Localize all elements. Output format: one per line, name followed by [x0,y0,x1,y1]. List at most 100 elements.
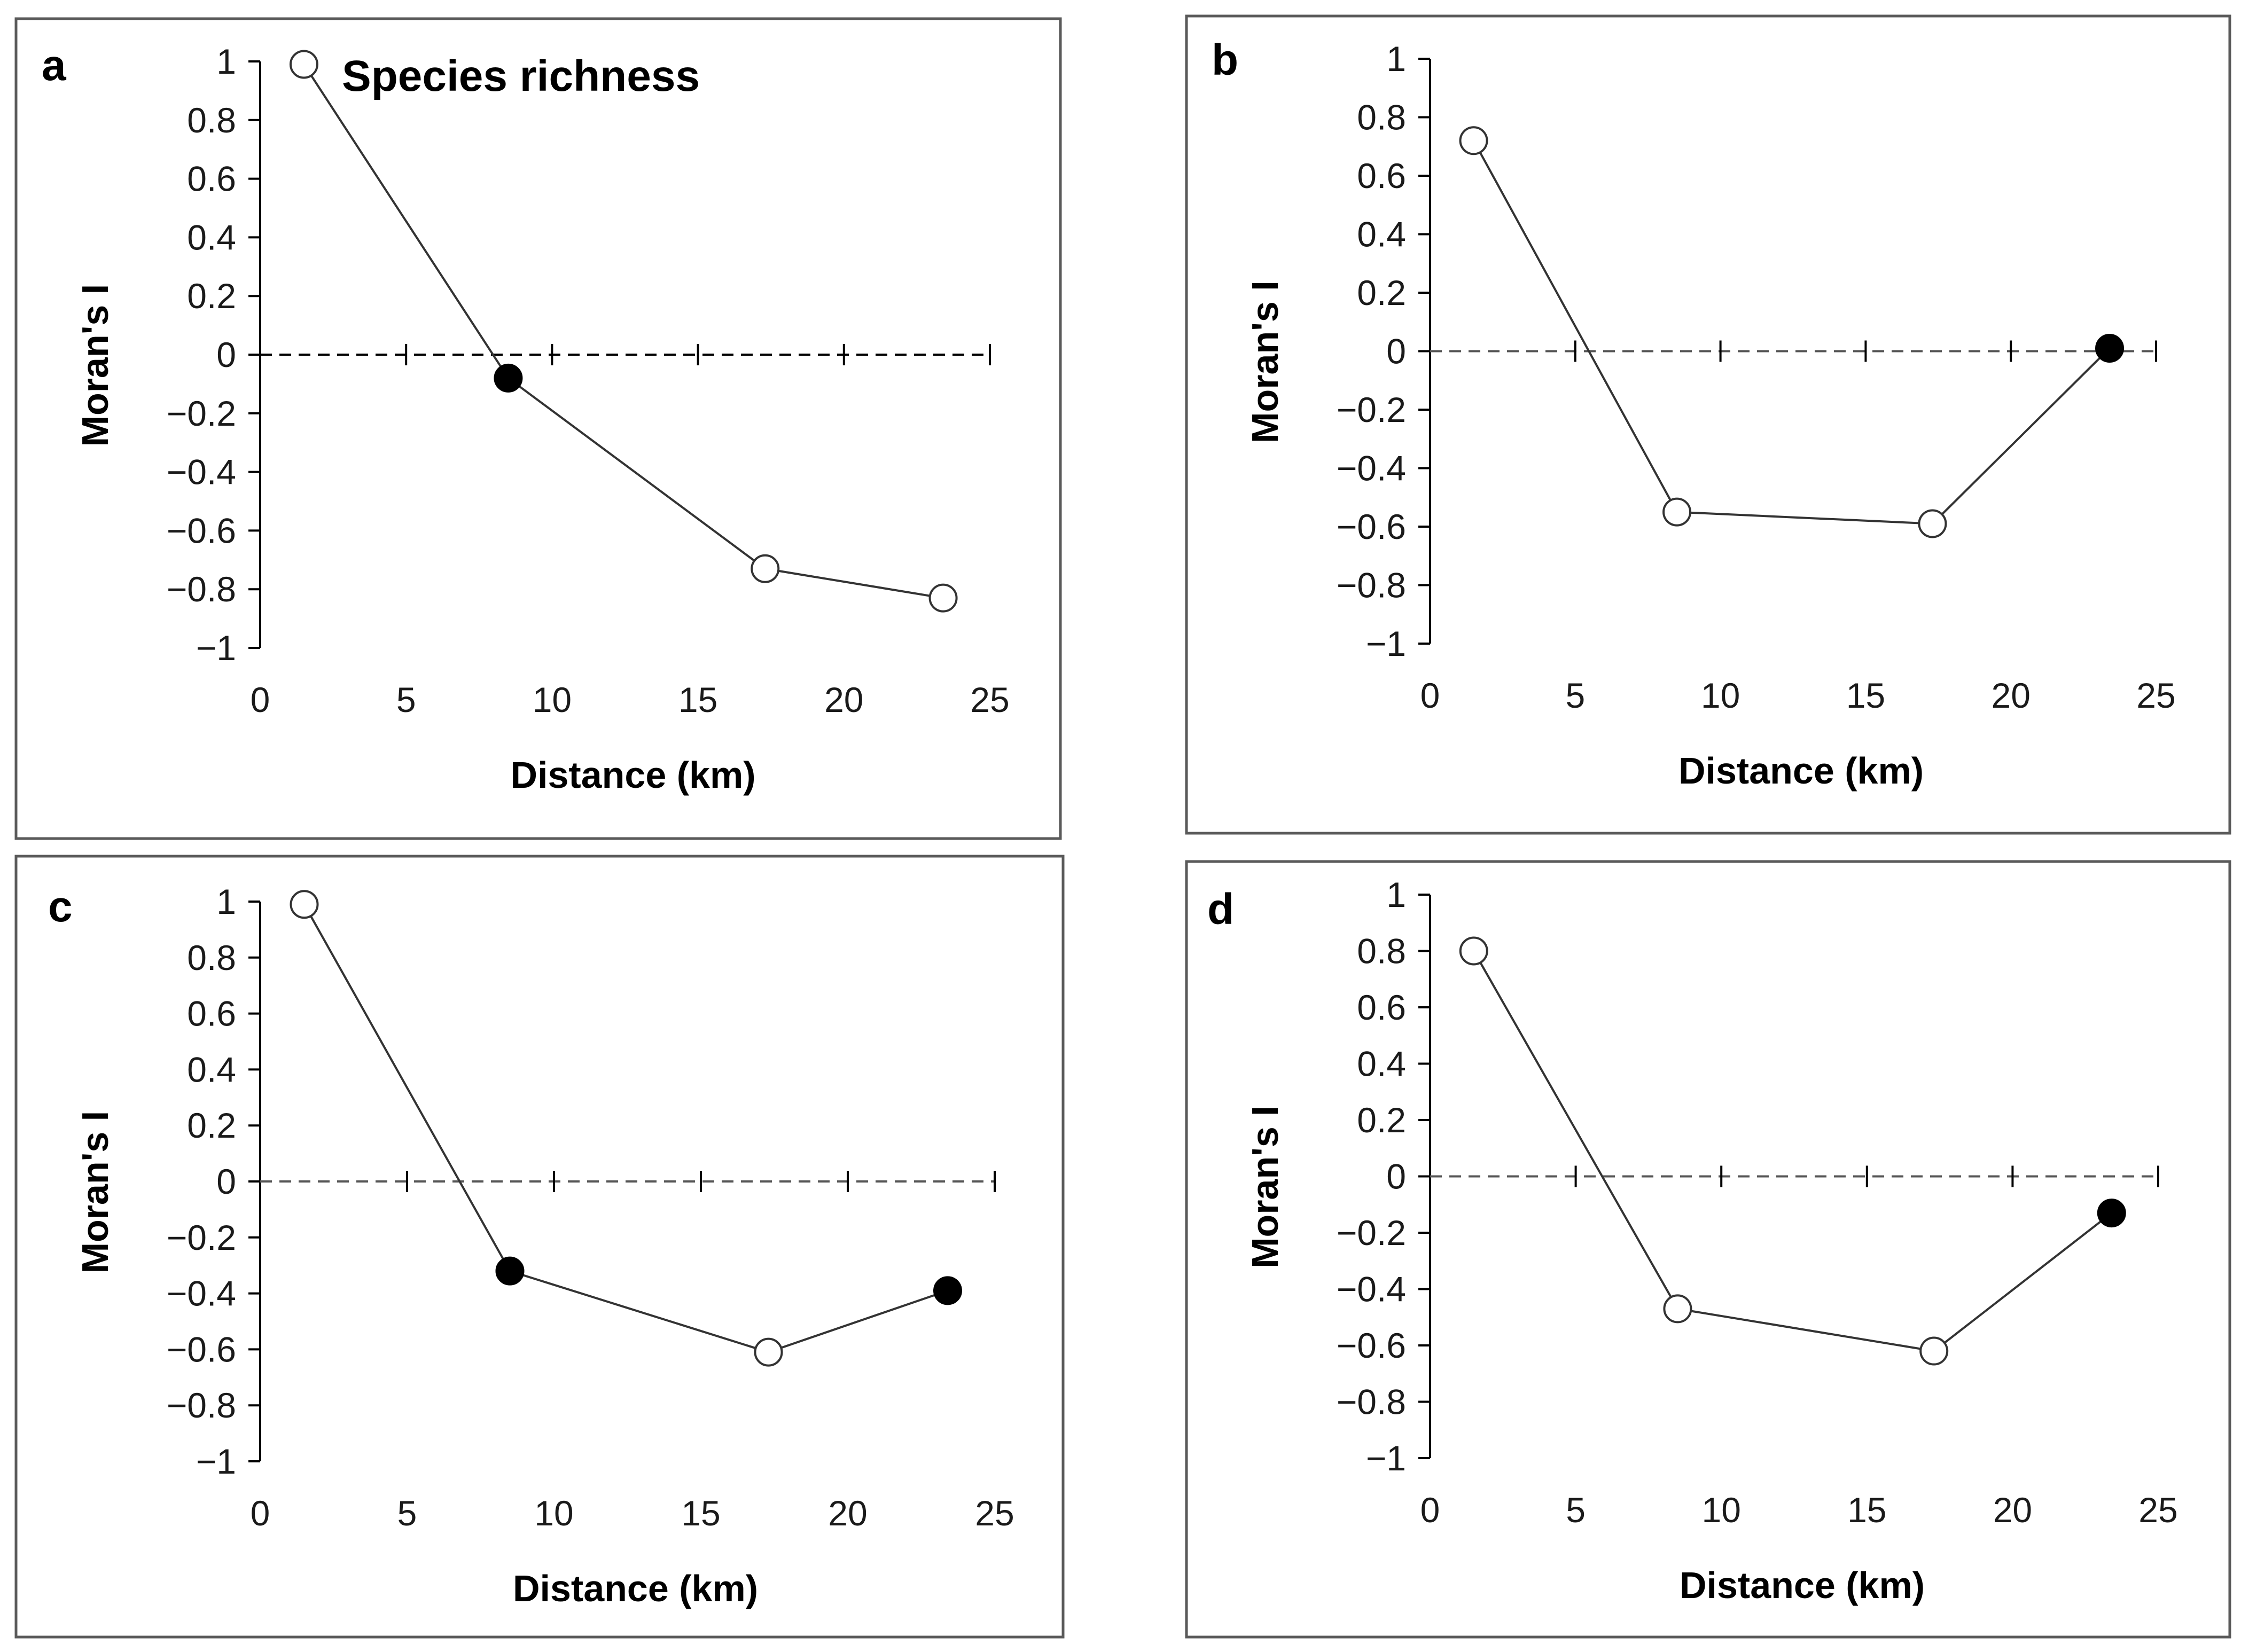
y-tick-label: 0.6 [1357,988,1406,1027]
x-tick-label: 20 [824,680,863,719]
panel-frame [14,17,1062,840]
y-tick-label: −0.4 [167,452,236,492]
x-tick-label: 25 [2136,676,2175,715]
y-tick-label: 0.2 [187,1106,236,1145]
x-tick-label: 20 [1993,1490,2032,1530]
data-point-significant [2095,334,2125,363]
y-tick-label: −0.4 [167,1274,236,1313]
data-point-nonsignificant [1662,497,1692,527]
y-tick-label: 0.6 [187,159,236,199]
panels-container: 10.80.60.40.20−0.2−0.4−0.6−0.8−10 5 10 15 20… [14,14,2231,1639]
x-tick-label: 10 [1701,1490,1740,1530]
y-tick-label: −0.2 [167,394,236,433]
chart-title: Species richness [342,52,700,100]
data-point-nonsignificant [290,890,319,919]
y-tick-label: −0.2 [1337,1213,1406,1252]
data-point-significant [2097,1199,2126,1228]
data-point-significant [494,363,523,393]
x-tick-label: 10 [534,1493,573,1533]
y-tick-label: −0.6 [1337,1326,1406,1365]
panel-frame [1185,14,2231,835]
y-tick-label: 0.4 [187,1050,236,1089]
panel-d: 1 0.8 0.6 0.4 0.2 0 −0.2 −0.4 −0.6 −0.8 −1 0 5 10 15 20… [1185,860,2231,1639]
y-tick-label: 0 [216,1162,236,1201]
y-tick-label: −0.6 [167,1329,236,1369]
y-tick-label: 1 [1386,875,1406,914]
panel-label: a [42,41,67,90]
y-tick-label: −0.8 [167,569,236,609]
y-axis-title: Moran's I [74,284,116,447]
x-tick-label: 5 [1565,676,1585,715]
y-tick-label: −0.8 [1337,1382,1406,1422]
y-tick-label: −1 [1366,1438,1406,1478]
panel-label: d [1207,885,1234,934]
series-line [303,904,948,1353]
y-tick-label: 0 [1386,332,1406,371]
x-tick-label: 15 [1846,676,1885,715]
x-tick-label: 20 [828,1493,867,1533]
y-tick-label: −0.6 [167,511,236,550]
y-tick-label: 1 [1386,39,1406,79]
x-tick-label: 20 [1991,676,2030,715]
series-line [303,64,943,599]
data-point-nonsignificant [754,1337,783,1367]
x-tick-label: 5 [396,680,416,719]
x-tick-label: 5 [397,1493,417,1533]
series-line [1473,950,2112,1352]
y-tick-label: 0.2 [187,276,236,316]
y-tick-label: 0.4 [187,217,236,257]
x-tick-label: 15 [1847,1490,1886,1530]
y-tick-label: −0.8 [167,1385,236,1425]
panel-b: 1 0.8 0.6 0.4 0.2 0 −0.2 −0.4 −0.6 −0.8 −1 0 5 10 15 20… [1185,14,2231,835]
y-tick-label: −1 [196,628,236,668]
data-point-significant [933,1276,962,1305]
x-tick-label: 10 [1701,676,1740,715]
y-tick-label: −1 [196,1442,236,1481]
x-tick-label: 15 [678,680,717,719]
y-tick-label: 0.2 [1357,1100,1406,1140]
x-tick-label: 25 [970,680,1009,719]
panel-label: c [48,882,73,931]
panel-label: b [1212,36,1238,84]
y-tick-label: −0.2 [167,1218,236,1257]
x-tick-label: 0 [1420,676,1440,715]
data-point-significant [495,1256,525,1286]
y-tick-label: 0.6 [187,994,236,1034]
y-axis-title: Moran's I [1244,1106,1286,1268]
data-point-nonsignificant [928,583,958,613]
data-point-nonsignificant [1919,1336,1949,1366]
x-tick-label: 25 [2138,1490,2177,1530]
x-tick-label: 0 [1420,1490,1440,1530]
y-tick-label: 0.8 [187,100,236,140]
y-tick-label: −1 [1366,624,1406,663]
y-tick-label: 0.8 [187,938,236,977]
panel-frame [1185,860,2231,1639]
y-axis-title: Moran's I [1244,280,1286,443]
x-axis-title: Distance (km) [1680,1564,1925,1606]
y-tick-label: 0.8 [1357,98,1406,137]
series-line [1472,140,2111,525]
y-tick-label: 0.4 [1357,1044,1406,1084]
panel-a: 1 0.8 0.6 0.4 0.2 0 −0.2 −0.4 −0.6 −0.8 −1 0 5 10 15 20… [14,17,1062,840]
y-tick-label: 0.4 [1357,215,1406,254]
y-tick-label: 1 [216,42,236,81]
y-tick-label: −0.4 [1337,1270,1406,1309]
y-tick-label: 0.8 [1357,931,1406,971]
panel-c: 1 0.8 0.6 0.4 0.2 0 −0.2 −0.4 −0.6 −0.8 −1 0 5 10 15 20… [14,855,1065,1639]
data-point-nonsignificant [1918,509,1947,538]
data-point-nonsignificant [1459,936,1488,966]
x-tick-label: 10 [533,680,572,719]
y-tick-label: 0 [1386,1157,1406,1196]
y-tick-label: 0.2 [1357,273,1406,312]
x-axis-title: Distance (km) [513,1568,758,1609]
y-tick-label: −0.6 [1337,507,1406,546]
data-point-nonsignificant [1459,126,1488,155]
y-axis-title: Moran's I [74,1111,116,1273]
x-tick-label: 0 [251,1493,270,1533]
x-tick-label: 0 [251,680,270,719]
data-point-nonsignificant [289,50,318,79]
x-tick-label: 5 [1566,1490,1586,1530]
data-point-nonsignificant [1663,1294,1692,1324]
y-tick-label: −0.8 [1337,566,1406,605]
